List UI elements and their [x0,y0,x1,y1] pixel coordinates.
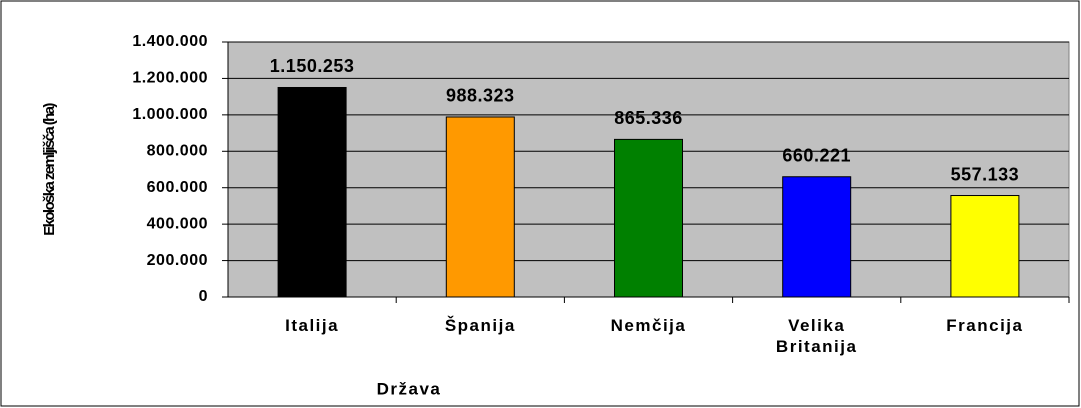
x-tick-label: Nemčija [610,316,687,335]
bar [614,138,683,298]
data-label: 1.150.253 [270,56,355,76]
y-tick-label: 400.000 [147,215,208,232]
y-tick-label: 1.000.000 [132,106,208,123]
data-label: 988.323 [446,86,515,106]
y-tick-label: 800.000 [147,143,208,160]
data-label: 865.336 [614,108,683,128]
bar [277,86,347,298]
x-tick-label: Italija [285,316,340,335]
x-tick-label: Velika Britanija [775,316,858,356]
y-tick-label: 1.200.000 [132,70,208,87]
bar [445,116,515,298]
bar [782,176,852,298]
x-tick-label: Francija [946,316,1024,335]
data-label: 557.133 [951,164,1020,184]
y-tick-label: 0 [199,288,208,305]
y-tick-label: 200.000 [147,252,208,269]
y-tick-label: 600.000 [147,179,208,196]
x-tick-label: Španija [444,316,516,335]
bar [950,195,1020,298]
y-axis-label: Ekološka zemljišča (ha) [41,103,58,236]
data-label: 660.221 [782,145,851,165]
x-axis-label: Država [377,379,442,398]
y-tick-label: 1.400.000 [132,33,208,50]
